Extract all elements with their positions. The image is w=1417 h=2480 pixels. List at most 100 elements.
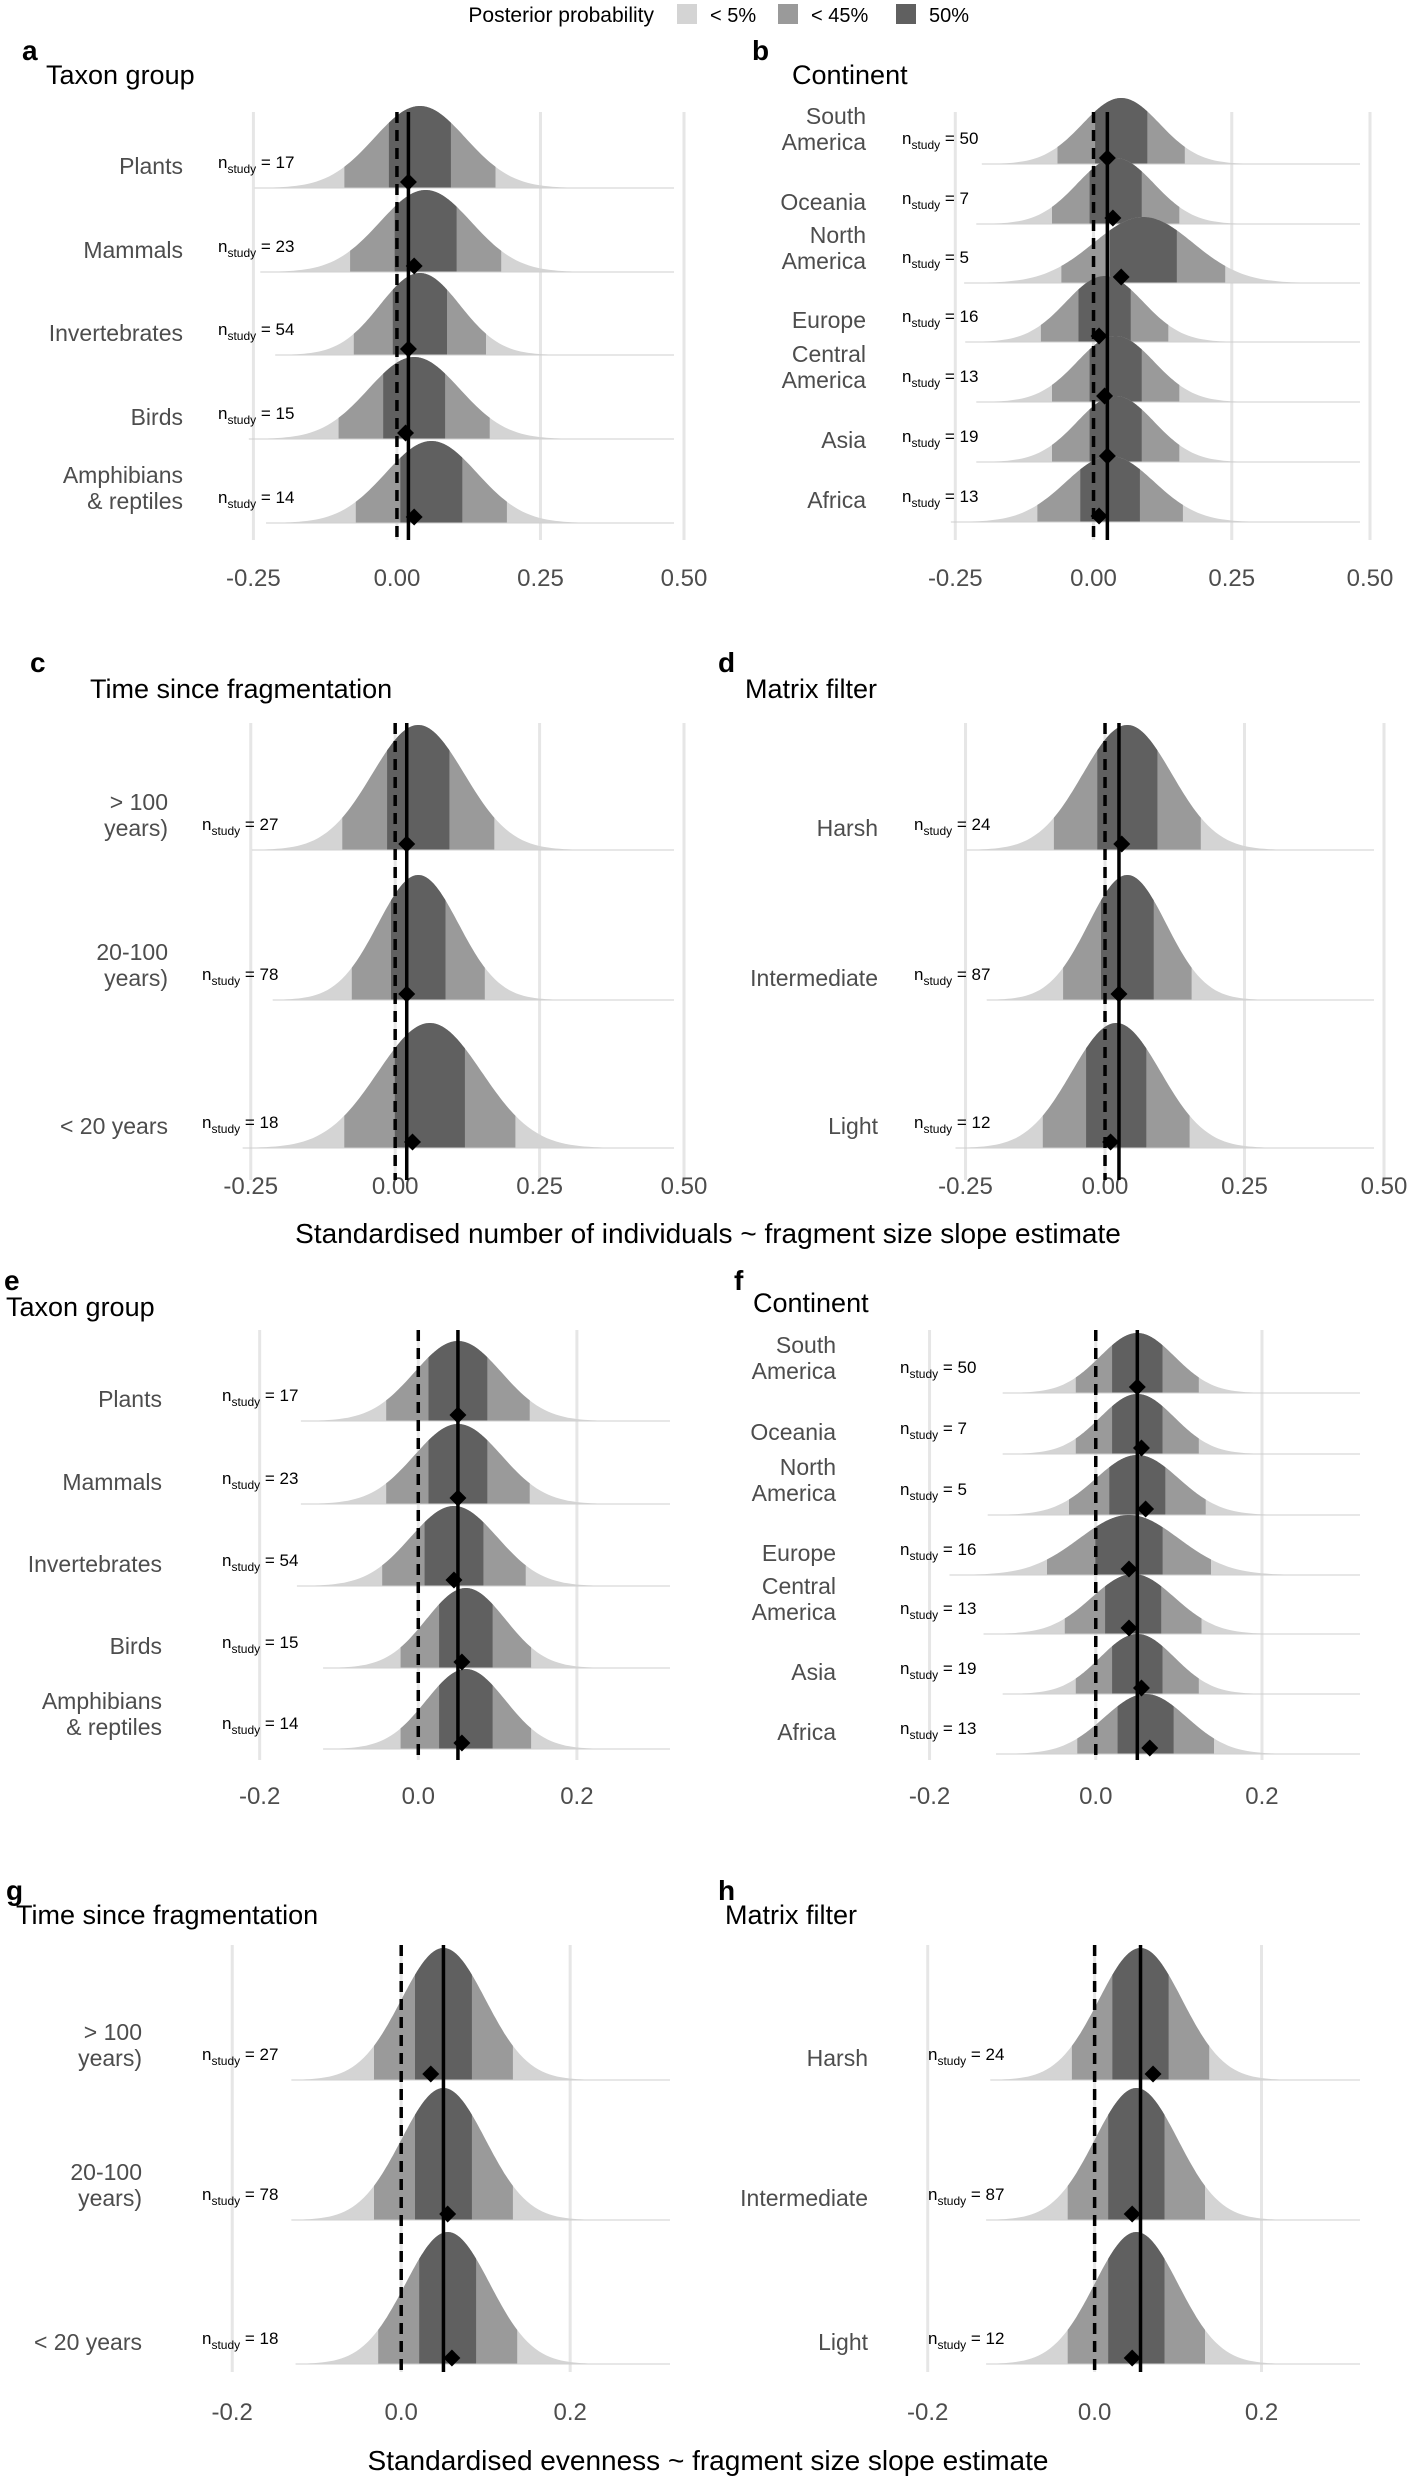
legend: Posterior probability < 5% < 45% 50% [468, 4, 969, 27]
point-estimate [1123, 2349, 1141, 2367]
tick-label: -0.2 [239, 1783, 280, 1810]
tick-label: -0.2 [212, 2399, 253, 2426]
panel-title: Taxon group [6, 1292, 155, 1322]
density-core-band [1089, 396, 1142, 462]
density-row [949, 1515, 1360, 1576]
density-core-band [383, 357, 446, 439]
density-row [976, 396, 1360, 463]
density-row [996, 1694, 1360, 1755]
n-study-label: nstudy = 87 [914, 965, 990, 988]
density-row [300, 1341, 670, 1422]
tick-label: 0.25 [1208, 565, 1255, 592]
density-core-band [1089, 158, 1142, 224]
tick-label: 0.50 [1347, 565, 1394, 592]
n-study-label: nstudy = 50 [900, 1358, 976, 1381]
density-row [260, 190, 674, 273]
row-label: Oceania [750, 1419, 836, 1445]
n-study-label: nstudy = 17 [222, 1386, 298, 1409]
point-estimate [397, 424, 415, 442]
row-label: North America [752, 1454, 837, 1506]
n-study-label: nstudy = 13 [900, 1599, 976, 1622]
density-core-band [439, 1588, 493, 1668]
n-study-label: nstudy = 15 [218, 404, 294, 427]
n-study-label: nstudy = 15 [222, 1633, 298, 1656]
row-label: < 20 years [34, 2329, 142, 2355]
panel-title: Taxon group [46, 60, 195, 90]
panel-letter: c [30, 647, 46, 678]
legend-title: Posterior probability [468, 4, 654, 27]
density-row [983, 1574, 1360, 1635]
tick-label: -0.2 [909, 1783, 950, 1810]
point-estimate [1141, 1739, 1159, 1757]
density-row [955, 1023, 1374, 1149]
point-estimate [405, 508, 423, 526]
legend-label: 50% [929, 5, 969, 27]
density-core-band [1101, 875, 1154, 1000]
density-row [976, 336, 1360, 403]
density-core-band [387, 725, 450, 850]
density-row [950, 456, 1360, 523]
tick-label: 0.25 [517, 565, 564, 592]
n-study-label: nstudy = 18 [202, 1113, 278, 1136]
density-row [296, 1506, 670, 1587]
tick-label: 0.00 [374, 565, 421, 592]
tick-label: 0.25 [1221, 1173, 1268, 1200]
n-study-label: nstudy = 18 [202, 2329, 278, 2352]
n-study-label: nstudy = 23 [218, 237, 294, 260]
tick-label: 0.0 [1078, 2399, 1111, 2426]
n-study-label: nstudy = 13 [902, 367, 978, 390]
panels: a Taxon group -0.25 0.00 0.25 0.50 Plants nstud… [4, 35, 1407, 2426]
point-estimate [1120, 1619, 1138, 1637]
tick-label: 0.0 [1079, 1783, 1112, 1810]
row-label: Light [828, 1113, 878, 1139]
row-label: Harsh [807, 2045, 868, 2071]
tick-label: 0.2 [553, 2399, 586, 2426]
n-study-label: nstudy = 7 [902, 189, 969, 212]
panel-b: b Continent -0.25 0.00 0.25 0.50 South America n… [752, 35, 1393, 592]
density-row [275, 273, 674, 356]
density-row [981, 98, 1360, 165]
n-study-label: nstudy = 16 [900, 1540, 976, 1563]
row-label: Europe [792, 307, 866, 333]
row-label: North America [782, 222, 867, 274]
density-core-band [1108, 2232, 1165, 2364]
row-label: Mammals [83, 237, 183, 263]
density-row [987, 1455, 1360, 1516]
panel-title: Continent [792, 60, 908, 90]
n-study-label: nstudy = 24 [914, 815, 990, 838]
density-core-band [1086, 1023, 1147, 1148]
row-label: > 100 years) [78, 2019, 142, 2071]
point-estimate [399, 173, 417, 191]
x-axis-label-evenness: Standardised evenness ~ fragment size sl… [368, 2445, 1049, 2476]
point-estimate [405, 257, 423, 275]
panel-title: Time since fragmentation [16, 1900, 318, 1930]
density-core-band [1105, 1574, 1162, 1634]
density-row [966, 725, 1374, 851]
row-label: Intermediate [750, 965, 878, 991]
density-row [291, 2088, 670, 2221]
density-row [965, 276, 1360, 343]
row-label: Mammals [62, 1469, 162, 1495]
n-study-label: nstudy = 7 [900, 1419, 967, 1442]
row-label: Asia [791, 1659, 836, 1685]
tick-label: 0.50 [661, 1173, 708, 1200]
n-study-label: nstudy = 17 [218, 153, 294, 176]
density-core-band [388, 106, 451, 188]
tick-label: 0.00 [1070, 565, 1117, 592]
row-label: 20-100 years) [70, 2159, 142, 2211]
tick-label: 0.50 [661, 565, 708, 592]
tick-label: 0.2 [1245, 1783, 1278, 1810]
legend-swatch [677, 4, 697, 24]
panel-a: a Taxon group -0.25 0.00 0.25 0.50 Plants nstud… [22, 35, 707, 592]
panel-letter: a [22, 35, 38, 66]
row-label: Birds [110, 1633, 162, 1659]
density-core-band [419, 2232, 477, 2364]
n-study-label: nstudy = 14 [218, 488, 294, 511]
n-study-label: nstudy = 13 [900, 1719, 976, 1742]
density-row [266, 441, 674, 524]
point-estimate [399, 340, 417, 358]
point-estimate [1132, 1679, 1150, 1697]
density-core-band [391, 875, 446, 1000]
